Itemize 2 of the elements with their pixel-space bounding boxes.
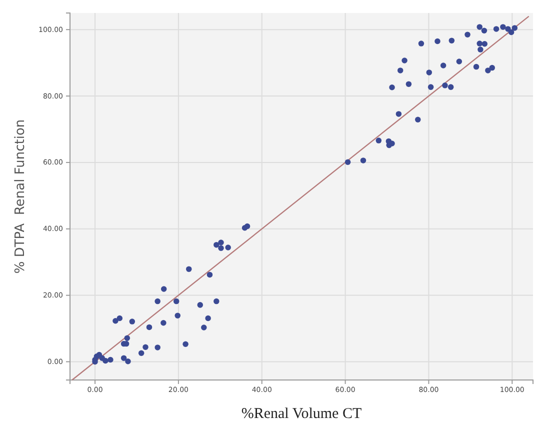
x-axis-title: %Renal Volume CT: [241, 406, 362, 422]
y-axis-title: % DTPA Renal Function: [13, 119, 28, 274]
